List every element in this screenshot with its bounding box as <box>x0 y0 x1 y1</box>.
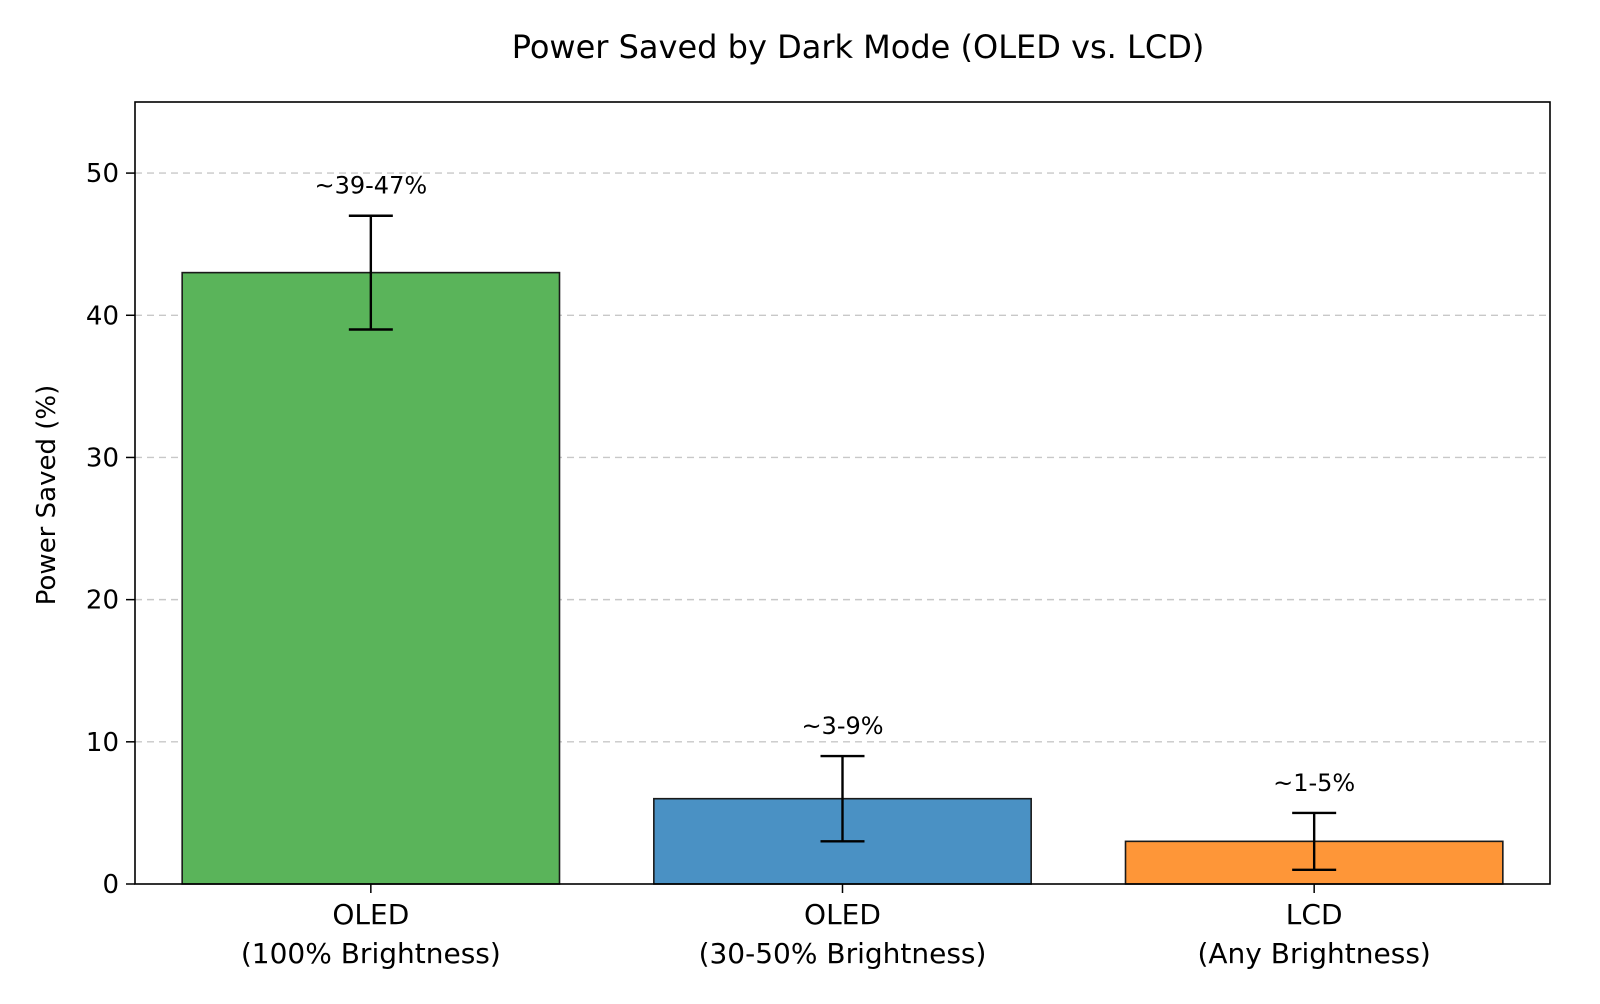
x-tick-label-sub: (100% Brightness) <box>241 937 501 970</box>
x-tick-label-sub: (Any Brightness) <box>1197 937 1430 970</box>
data-label: ~39-47% <box>315 172 428 200</box>
y-tick-label: 40 <box>86 301 119 331</box>
y-tick-label: 10 <box>86 728 119 758</box>
y-tick-label: 50 <box>86 159 119 189</box>
chart-title: Power Saved by Dark Mode (OLED vs. LCD) <box>512 28 1205 66</box>
data-label: ~1-5% <box>1273 769 1355 797</box>
error-bars <box>348 214 1337 871</box>
x-tick-label: OLED <box>332 898 409 931</box>
data-label: ~3-9% <box>801 712 883 740</box>
y-tick-label: 0 <box>102 870 119 900</box>
data-labels: ~39-47% ~3-9% ~1-5% <box>315 172 1356 797</box>
y-tick-label: 30 <box>86 443 119 473</box>
x-axis-ticks: OLED (100% Brightness) OLED (30-50% Brightn… <box>241 884 1431 970</box>
y-tick-label: 20 <box>86 586 119 616</box>
grid-lines <box>135 172 1550 743</box>
x-tick-label: LCD <box>1286 898 1343 931</box>
bar <box>181 271 561 885</box>
y-axis-label: Power Saved (%) <box>32 385 62 605</box>
bars <box>181 271 1504 885</box>
x-tick-label: OLED <box>804 898 881 931</box>
y-axis-ticks: 0 10 20 30 40 50 <box>86 159 135 900</box>
x-tick-label-sub: (30-50% Brightness) <box>699 937 987 970</box>
